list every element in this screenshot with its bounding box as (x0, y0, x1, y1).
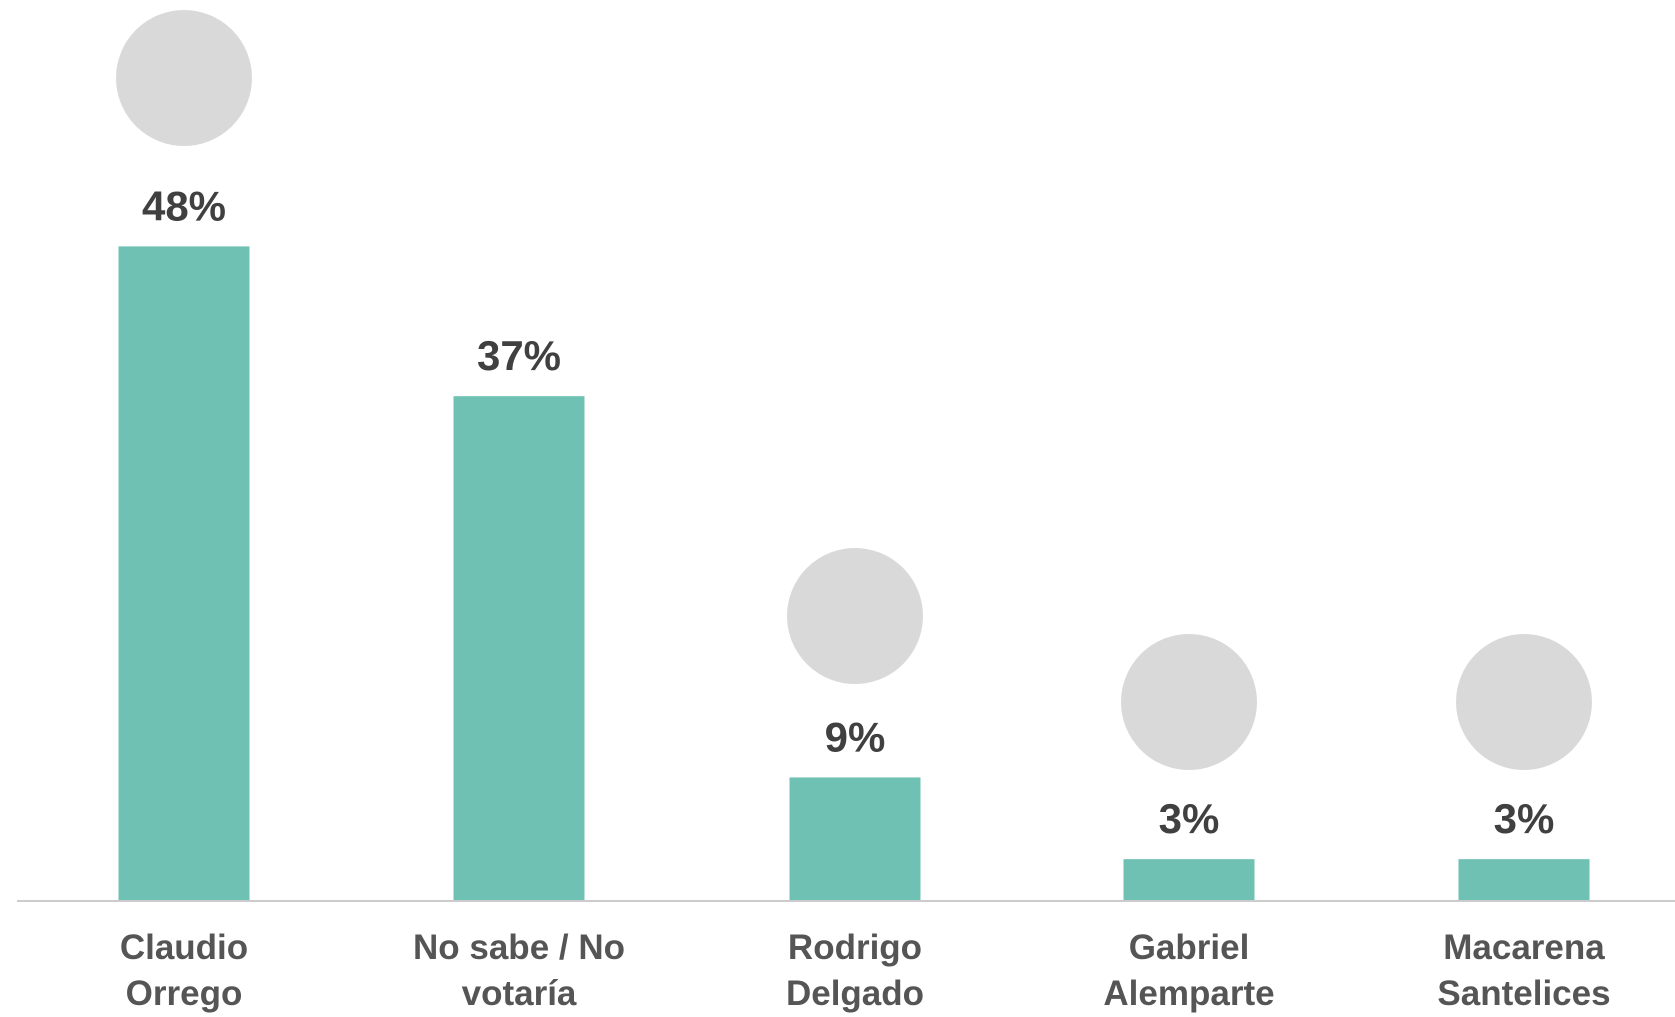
category-label: No sabe / No votaría (413, 928, 625, 1013)
candidate-photo (114, 8, 254, 148)
bar (789, 777, 921, 900)
value-label: 3% (1159, 795, 1220, 842)
value-label: 48% (142, 182, 226, 229)
value-label: 37% (477, 332, 561, 379)
category-label: Rodrigo Delgado (785, 928, 925, 1013)
category-label: Gabriel Alemparte (1103, 928, 1275, 1013)
candidate-photo (785, 546, 925, 686)
category-label: Macarena Santelices (1437, 928, 1611, 1013)
candidate-photo (1119, 632, 1259, 772)
bar (1123, 859, 1255, 900)
bar (118, 246, 250, 900)
value-label: 3% (1494, 795, 1555, 842)
value-label: 9% (825, 713, 886, 760)
bar (1458, 859, 1590, 900)
category-label: Claudio Orrego (119, 928, 249, 1013)
candidate-photo (1454, 632, 1594, 772)
bar (453, 396, 585, 900)
